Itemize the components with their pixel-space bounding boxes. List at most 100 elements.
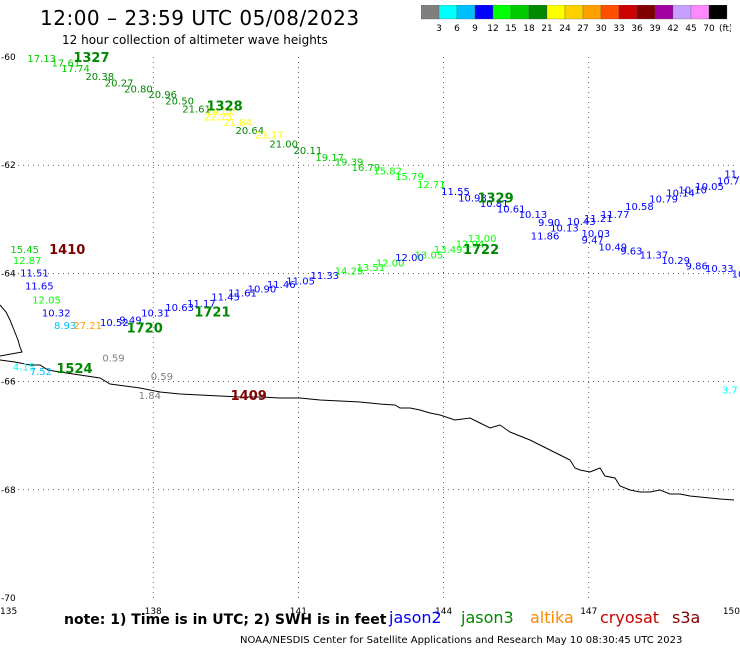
colorbar-tick-label: 42 (667, 24, 678, 34)
pass-time-label: 1721 (194, 305, 230, 320)
swh-observation: 10.32 (42, 308, 71, 319)
swh-observation: 9.90 (538, 218, 560, 229)
colorbar-tick-label: 30 (595, 24, 607, 34)
swh-observation: 13.05 (415, 250, 444, 261)
swh-observation: 11.55 (441, 187, 470, 198)
swh-observation: 11.17 (187, 299, 216, 310)
swh-observation: 21.00 (269, 140, 298, 151)
sat-legend-altika: altika (530, 608, 574, 627)
swh-observation: 11.77 (601, 210, 630, 221)
colorbar-tick-label: 45 (685, 24, 696, 34)
swh-observation: 10.63 (165, 303, 194, 314)
swh-observation: 11.21 (584, 214, 613, 225)
swh-observation: 10.52 (100, 318, 129, 329)
swh-observation: 10.58 (625, 202, 654, 213)
colorbar-tick-label: 9 (472, 24, 478, 34)
colorbar-tick-label: 6 (454, 24, 460, 34)
sat-legend-jason3: jason3 (461, 608, 514, 627)
lat-tick-label: -68 (1, 486, 16, 496)
pass-time-label: 1722 (463, 243, 499, 258)
swh-observation: 20.11 (294, 146, 323, 157)
swh-observation: 10.90 (248, 285, 277, 296)
swh-observation: 12.94 (456, 240, 485, 251)
lon-tick-label: 144 (435, 607, 452, 617)
swh-observation: 15.82 (373, 167, 402, 178)
swh-observation: 7.52 (30, 367, 52, 378)
lat-tick-label: -60 (1, 53, 16, 63)
swh-observation: 11.37 (739, 172, 740, 183)
colorbar-tick-label: 18 (523, 24, 535, 34)
swh-observation: 0.59 (151, 372, 173, 383)
swh-observation: 11.45 (211, 293, 240, 304)
swh-observation: 10.43 (567, 217, 596, 228)
colorbar-tick-label: 21 (541, 24, 552, 34)
swh-observation: 27.21 (73, 321, 102, 332)
sat-legend-cryosat: cryosat (600, 608, 660, 627)
swh-observation: 11.37 (724, 169, 740, 180)
swh-observation: 11.51 (20, 268, 49, 279)
colorbar-tick-label: 39 (649, 24, 661, 34)
wave-height-observations: 17.1317.6117.7420.3820.2720.8020.9620.50… (10, 54, 740, 402)
swh-observation: 20.27 (105, 78, 134, 89)
pass-time-label: 1720 (127, 322, 163, 337)
lon-tick-label: 150 (723, 607, 740, 617)
swh-observation: 0.59 (102, 353, 124, 364)
swh-observation: 9.86 (686, 261, 708, 272)
swh-observation: 10.81 (480, 199, 509, 210)
colorbar-tick-label: 15 (505, 24, 516, 34)
swh-observation: 10.29 (661, 256, 690, 267)
colorbar-tick-label: 3 (436, 24, 442, 34)
swh-observation: 20.64 (235, 126, 264, 137)
swh-observation: 10.98 (458, 194, 487, 205)
lon-tick-label: 147 (580, 607, 597, 617)
swh-observation: 11.65 (25, 281, 54, 292)
swh-observation: 17.13 (27, 54, 56, 65)
swh-observation: 21.61 (182, 104, 211, 115)
swh-observation: 10.1 (732, 269, 740, 280)
pass-time-label: 1410 (49, 243, 85, 258)
swh-observation: 1.84 (139, 391, 161, 402)
lat-tick-label: -70 (1, 594, 16, 604)
swh-observation: 10.31 (141, 308, 170, 319)
swh-observation: 19.39 (335, 157, 364, 168)
swh-observation: 19.17 (315, 153, 344, 164)
swh-observation: 14.29 (335, 267, 364, 278)
swh-observation: 10.61 (497, 204, 526, 215)
swh-observation: 4.15 (13, 362, 35, 373)
swh-observation: 11.37 (640, 250, 669, 261)
swh-observation: 21.84 (223, 118, 252, 129)
pass-time-label: 1328 (206, 100, 242, 115)
footer-credit: NOAA/NESDIS Center for Satellite Applica… (240, 635, 683, 646)
lat-tick-label: -66 (1, 378, 16, 388)
swh-observation: 10.10 (678, 186, 707, 197)
map-grid (8, 57, 734, 598)
colorbar-unit: (ft) (719, 24, 731, 34)
swh-observation: 23.17 (255, 130, 284, 141)
colorbar-tick-label: 12 (487, 24, 498, 34)
swh-observation: 17.74 (61, 64, 90, 75)
map-title: 12:00 – 23:59 UTC 05/08/2023 (40, 6, 360, 30)
swh-observation: 15.79 (395, 172, 424, 183)
colorbar-tick-label: 27 (577, 24, 588, 34)
swh-observation: 12.05 (32, 295, 61, 306)
antarctic-coastline (0, 304, 735, 501)
units-note: note: 1) Time is in UTC; 2) SWH is in fe… (64, 612, 387, 628)
swh-observation: 13.49 (434, 245, 463, 256)
pass-time-label: 1329 (477, 192, 513, 207)
swh-observation: 10.49 (598, 242, 627, 253)
sat-legend-s3a: s3a (672, 608, 701, 627)
swh-observation: 10.03 (582, 229, 611, 240)
colorbar-tick-label: 36 (631, 24, 643, 34)
swh-observation: 10.05 (695, 182, 724, 193)
swh-observation: 20.38 (85, 72, 114, 83)
pass-time-labels: 1327 1328 1329 1722 1721 1720 1410 1524 1409 (49, 51, 514, 404)
swh-observation: 12.00 (376, 259, 405, 270)
swh-observation: 20.50 (165, 96, 194, 107)
swh-observation: 11.46 (267, 280, 296, 291)
swh-observation: 10.13 (519, 210, 548, 221)
map-subtitle: 12 hour collection of altimeter wave hei… (62, 33, 328, 47)
swh-observation: 11.05 (286, 276, 315, 287)
lat-tick-label: -64 (1, 269, 16, 279)
swh-observation: 10.33 (705, 264, 734, 275)
